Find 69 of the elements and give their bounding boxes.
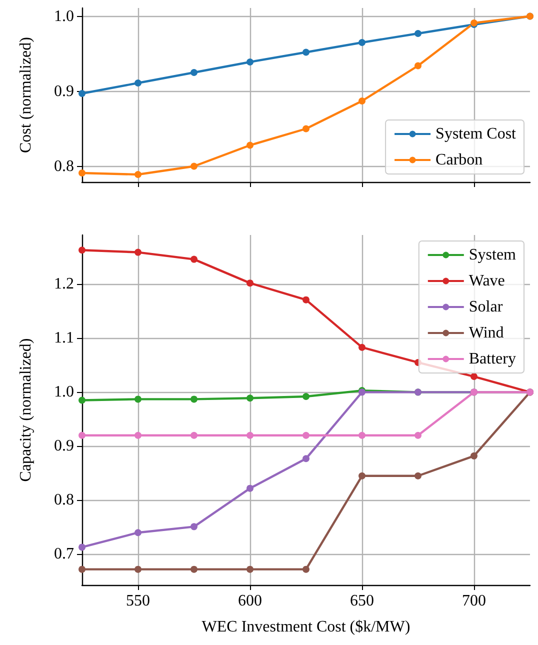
point xyxy=(302,566,310,573)
point xyxy=(358,39,366,46)
point xyxy=(190,566,198,573)
point xyxy=(246,566,254,573)
point xyxy=(78,170,86,176)
y-tick-label: 1.1 xyxy=(54,330,74,347)
y-axis-title: Cost (normalized) xyxy=(18,37,34,153)
point xyxy=(246,484,254,492)
point xyxy=(190,523,198,530)
point xyxy=(134,80,142,86)
point xyxy=(246,280,254,287)
legend-label: Solar xyxy=(468,298,504,316)
point xyxy=(414,62,422,70)
point xyxy=(414,432,422,439)
x-tick-label: 600 xyxy=(238,592,262,610)
legend-label: Wind xyxy=(468,324,504,342)
legend-label: Battery xyxy=(468,350,516,368)
point xyxy=(246,394,254,402)
point xyxy=(190,432,198,439)
x-axis-title: WEC Investment Cost ($k/MW) xyxy=(202,618,410,636)
point xyxy=(470,452,478,460)
x-tick-label: 650 xyxy=(350,592,374,610)
point xyxy=(78,246,86,254)
point xyxy=(302,393,310,400)
y-tick-label: 1.0 xyxy=(54,384,74,401)
point xyxy=(78,396,86,404)
point xyxy=(190,69,198,76)
point xyxy=(78,566,86,573)
x-tick-label: 700 xyxy=(462,592,486,610)
point xyxy=(78,90,86,97)
point xyxy=(302,48,310,56)
point xyxy=(302,296,310,304)
y-tick-label: 0.9 xyxy=(54,438,74,455)
point xyxy=(246,58,254,66)
legend-label: System Cost xyxy=(436,126,517,142)
point xyxy=(78,544,86,551)
point xyxy=(358,98,366,104)
y-tick-label: 1.0 xyxy=(54,8,74,25)
point xyxy=(246,142,254,149)
point xyxy=(302,455,310,462)
y-tick-label: 0.9 xyxy=(54,82,74,100)
point xyxy=(190,256,198,263)
point xyxy=(78,432,86,439)
y-axis-title: Capacity (normalized) xyxy=(18,338,34,482)
point xyxy=(134,432,142,439)
point xyxy=(134,171,142,178)
y-tick-label: 0.8 xyxy=(54,158,74,175)
point xyxy=(190,396,198,403)
point xyxy=(134,529,142,536)
point xyxy=(470,373,478,380)
point xyxy=(134,566,142,573)
point xyxy=(358,344,366,351)
y-tick-label: 1.2 xyxy=(54,276,74,293)
x-tick-label: 550 xyxy=(126,592,150,610)
y-tick-label: 0.8 xyxy=(54,492,74,509)
point xyxy=(358,472,366,480)
point xyxy=(134,248,142,256)
legend-label: System xyxy=(468,246,517,264)
point xyxy=(414,472,422,480)
legend-label: Carbon xyxy=(436,152,483,168)
point xyxy=(134,396,142,403)
point xyxy=(358,432,366,439)
point xyxy=(302,125,310,132)
point xyxy=(414,30,422,37)
y-tick-label: 0.7 xyxy=(54,546,74,563)
point xyxy=(246,432,254,439)
legend-label: Wave xyxy=(468,272,505,290)
point xyxy=(190,162,198,170)
point xyxy=(302,432,310,439)
